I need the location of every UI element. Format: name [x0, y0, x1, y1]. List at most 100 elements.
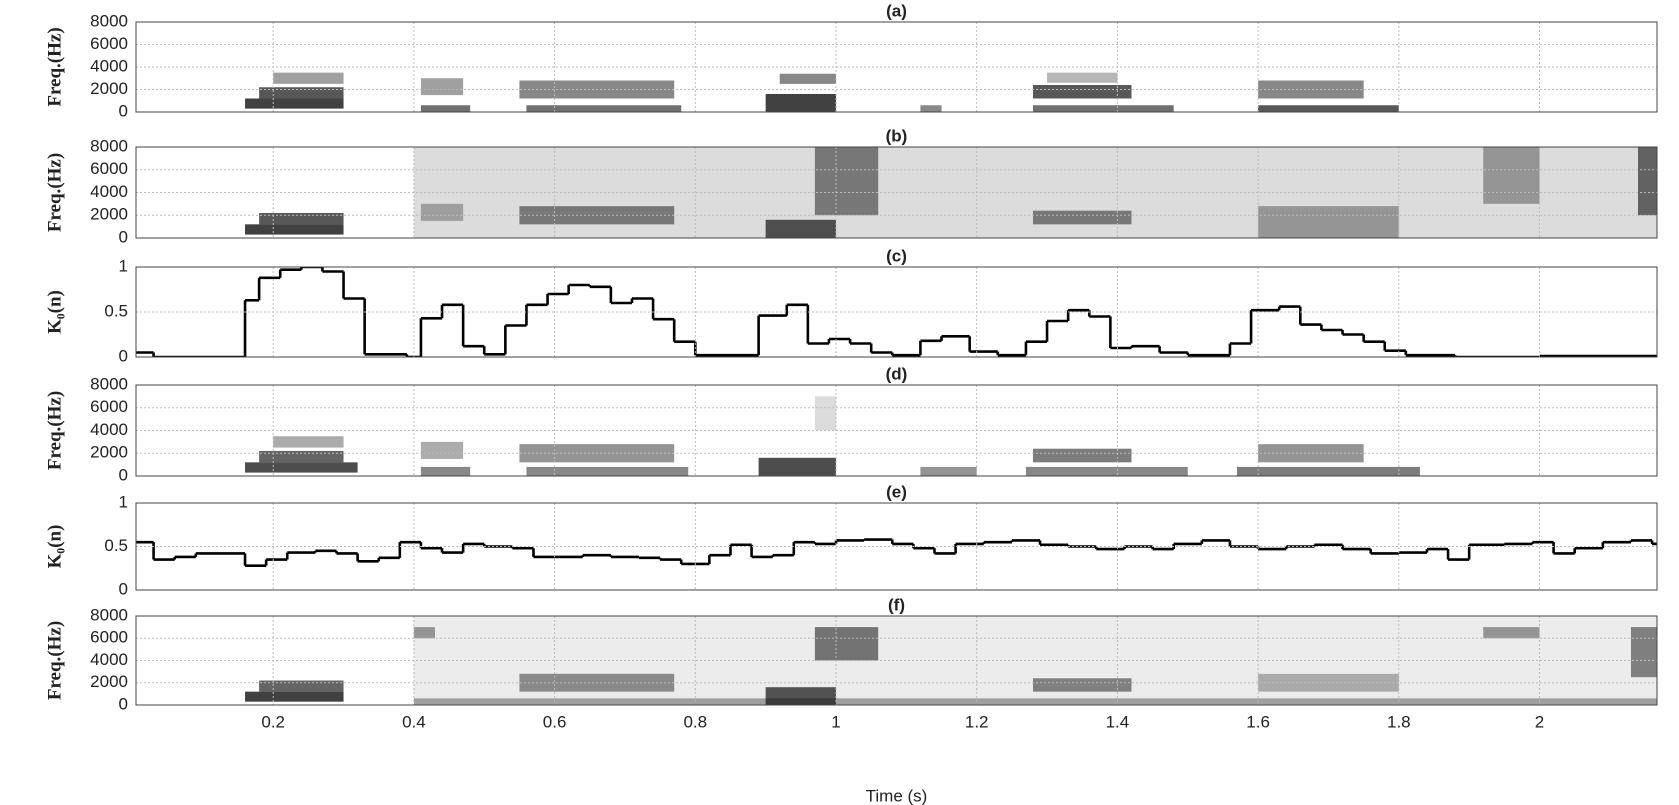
spectral-energy [765, 94, 836, 112]
y-tick-label: 6000 [90, 397, 128, 416]
spectral-energy [245, 462, 358, 473]
spectral-energy [1630, 627, 1657, 678]
axes-frame [135, 146, 1658, 239]
spectral-energy [1032, 85, 1132, 99]
spectral-energy [526, 466, 689, 476]
y-tick-label: 0 [119, 101, 128, 120]
plot-area [245, 396, 1420, 476]
spectral-energy [259, 450, 344, 463]
spectral-energy [1638, 147, 1657, 216]
axes-frame [135, 615, 1658, 706]
y-tick-label: 1 [119, 492, 128, 511]
y-tick-label: 6000 [90, 628, 128, 647]
y-tick-label: 8000 [90, 374, 128, 393]
spectral-energy [814, 627, 879, 661]
x-tick-label: 1.4 [1106, 712, 1130, 731]
spectral-energy [920, 105, 942, 112]
spectral-energy [1032, 448, 1132, 463]
spectral-energy [273, 436, 344, 448]
spectral-energy [1483, 627, 1540, 639]
spectral-energy [273, 72, 344, 84]
y-tick-label: 0 [119, 579, 128, 598]
y-tick-label: 1 [119, 256, 128, 275]
spectral-energy [259, 680, 344, 692]
spectral-energy [1258, 444, 1364, 463]
x-tick-label: 1.6 [1246, 712, 1270, 731]
spectral-energy [420, 203, 464, 221]
x-tick-label: 1.2 [965, 712, 989, 731]
spectral-energy [420, 441, 464, 459]
y-axis-label: K₀(n) [44, 290, 65, 334]
spectral-energy [1032, 210, 1132, 225]
spectral-energy [920, 466, 977, 476]
spectral-energy [758, 457, 836, 476]
y-tick-label: 2000 [90, 79, 128, 98]
x-tick-label: 0.6 [543, 712, 567, 731]
axes-frame [135, 384, 1658, 477]
spectral-energy [420, 105, 471, 112]
y-tick-label: 2000 [90, 443, 128, 462]
panel-title: (a) [886, 1, 907, 20]
y-tick-label: 8000 [90, 11, 128, 30]
spectral-energy [245, 691, 344, 702]
spectral-energy [1032, 105, 1174, 112]
y-tick-label: 4000 [90, 56, 128, 75]
spectral-energy [814, 396, 836, 431]
y-axis-label: Freq.(Hz) [44, 391, 65, 470]
y-tick-label: 0 [119, 465, 128, 484]
spectral-energy [1258, 105, 1399, 112]
axes-frame [135, 266, 1658, 358]
spectral-energy [1025, 466, 1188, 476]
plot-area [136, 538, 1657, 567]
spectral-energy [245, 224, 344, 235]
spectral-energy [1032, 678, 1132, 692]
y-tick-label: 4000 [90, 650, 128, 669]
x-tick-label: 0.8 [683, 712, 707, 731]
panel-title: (b) [886, 126, 908, 145]
plot-area [136, 267, 1657, 357]
panel-title: (f) [888, 595, 905, 614]
panel-title: (e) [886, 482, 907, 501]
y-tick-label: 8000 [90, 136, 128, 155]
axes-frame [135, 21, 1658, 113]
spectral-energy [1237, 466, 1420, 476]
spectral-energy [1258, 80, 1364, 99]
spectral-energy [765, 687, 836, 705]
y-tick-label: 4000 [90, 182, 128, 201]
spectral-energy [1483, 147, 1540, 204]
y-tick-label: 0 [119, 694, 128, 713]
y-tick-label: 6000 [90, 159, 128, 178]
spectral-energy [526, 105, 682, 112]
spectral-energy [814, 147, 879, 216]
y-tick-label: 0 [119, 346, 128, 365]
y-axis-label: Freq.(Hz) [44, 153, 65, 232]
spectral-energy [413, 698, 1657, 705]
y-tick-label: 0 [119, 227, 128, 246]
y-tick-label: 8000 [90, 605, 128, 624]
panel-title: (d) [886, 364, 908, 383]
spectral-energy [259, 87, 344, 99]
y-tick-label: 0.5 [104, 536, 128, 555]
spectral-energy [245, 98, 344, 109]
spectral-energy [413, 627, 435, 639]
panel-title: (c) [886, 246, 907, 265]
y-tick-label: 6000 [90, 34, 128, 53]
spectral-energy [779, 73, 836, 84]
spectral-energy [420, 78, 464, 96]
spectral-energy [259, 212, 344, 225]
axes-frame [135, 502, 1658, 591]
x-tick-label: 0.2 [261, 712, 285, 731]
spectral-energy [420, 466, 471, 476]
x-tick-label: 1.8 [1387, 712, 1411, 731]
y-axis-label: K₀(n) [44, 525, 65, 569]
y-tick-label: 4000 [90, 420, 128, 439]
plot-area [245, 72, 1399, 112]
y-tick-label: 2000 [90, 205, 128, 224]
y-tick-label: 2000 [90, 672, 128, 691]
y-axis-label: Freq.(Hz) [44, 27, 65, 106]
x-tick-label: 0.4 [402, 712, 426, 731]
y-axis-label: Freq.(Hz) [44, 621, 65, 700]
spectral-energy [1258, 206, 1399, 238]
y-tick-label: 0.5 [104, 301, 128, 320]
